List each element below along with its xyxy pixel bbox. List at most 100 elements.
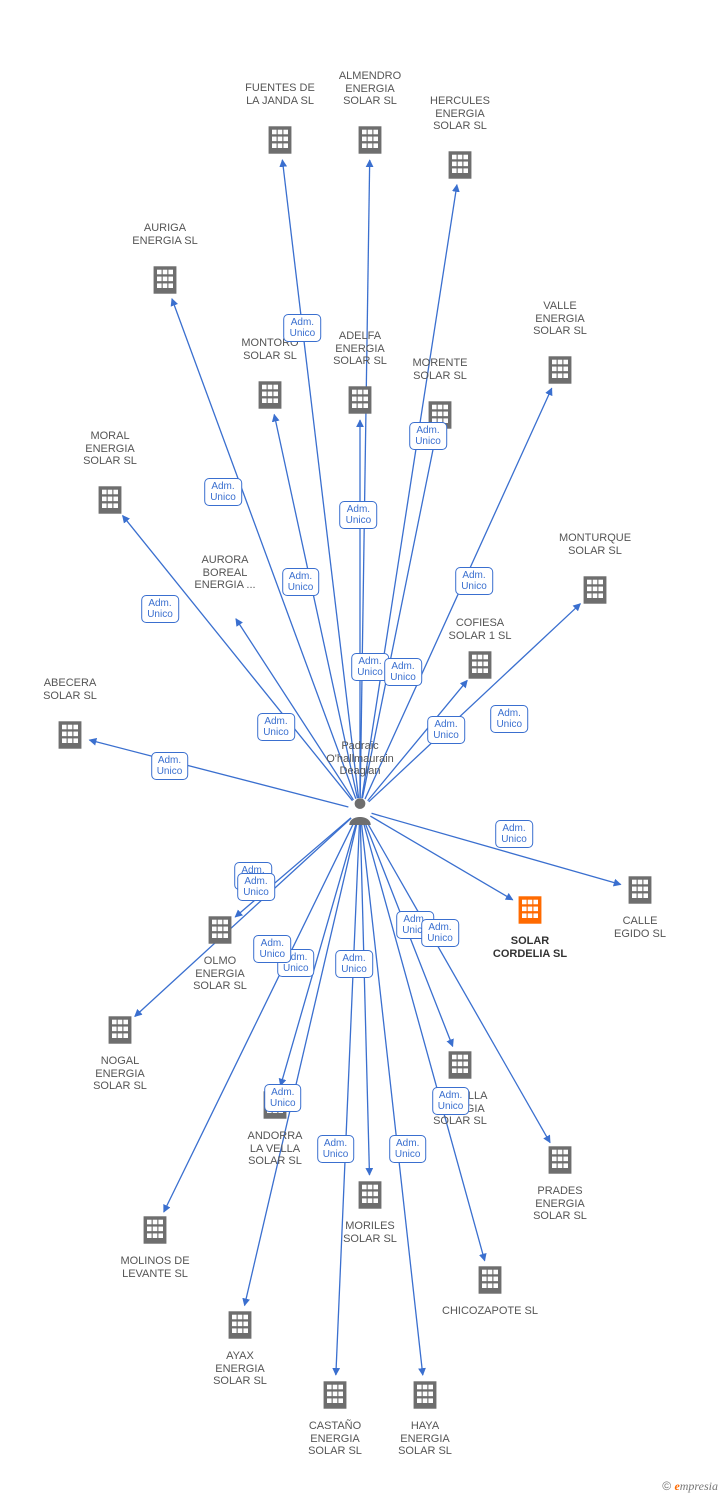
edge	[245, 822, 358, 1306]
company-icon[interactable]	[626, 874, 654, 906]
company-label: AURIGA ENERGIA SL	[132, 222, 197, 247]
edge-label: Adm. Unico	[490, 705, 528, 733]
company-label: OLMO ENERGIA SOLAR SL	[193, 955, 247, 993]
edge	[365, 388, 552, 799]
company-label: ABECERA SOLAR SL	[43, 677, 97, 702]
edge-label: Adm. Unico	[257, 713, 295, 741]
network-diagram: Padraic O'hallmaurain Deaglan FUENTES DE…	[0, 0, 728, 1500]
edge	[362, 185, 457, 798]
company-icon[interactable]	[476, 1264, 504, 1296]
edge	[361, 822, 422, 1375]
company-label: MORILES SOLAR SL	[343, 1220, 397, 1245]
company-icon[interactable]	[356, 1179, 384, 1211]
edge	[164, 821, 355, 1212]
edge	[281, 822, 357, 1086]
company-label: FUENTES DE LA JANDA SL	[245, 82, 315, 107]
edge-label: Adm. Unico	[384, 658, 422, 686]
edge-label: Adm. Unico	[421, 919, 459, 947]
company-icon[interactable]	[426, 399, 454, 431]
company-icon[interactable]	[96, 484, 124, 516]
edge	[368, 680, 468, 800]
company-icon[interactable]	[56, 719, 84, 751]
company-icon[interactable]	[446, 1049, 474, 1081]
edge-label: Adm. Unico	[151, 752, 189, 780]
edge	[89, 740, 348, 807]
copyright: © empresia	[662, 1479, 718, 1494]
company-label: CHICOZAPOTE SL	[442, 1305, 538, 1318]
company-label: ANDORRA LA VELLA SOLAR SL	[247, 1130, 302, 1168]
edge	[336, 822, 360, 1375]
company-label: MOLINOS DE LEVANTE SL	[120, 1255, 189, 1280]
edge-label: Adm. Unico	[351, 653, 389, 681]
company-label: HAYA ENERGIA SOLAR SL	[398, 1420, 452, 1458]
company-label: MORAL ENERGIA SOLAR SL	[83, 430, 137, 468]
edge	[360, 160, 370, 798]
company-icon[interactable]	[226, 1309, 254, 1341]
edge-label: Adm. Unico	[340, 501, 378, 529]
edge-label: Adm. Unico	[335, 950, 373, 978]
company-label: ADELFA ENERGIA SOLAR SL	[333, 330, 387, 368]
company-icon[interactable]	[151, 264, 179, 296]
company-label: VALLE ENERGIA SOLAR SL	[533, 300, 587, 338]
edge	[362, 435, 436, 799]
company-label: CASTAÑO ENERGIA SOLAR SL	[308, 1420, 362, 1458]
edge-label: Adm. Unico	[284, 314, 322, 342]
edge	[364, 821, 452, 1046]
company-icon[interactable]	[106, 1014, 134, 1046]
edge	[123, 516, 353, 801]
company-icon[interactable]	[256, 379, 284, 411]
edge-label: Adm. Unico	[455, 567, 493, 595]
company-label: CALLE EGIDO SL	[614, 915, 666, 940]
company-icon[interactable]	[581, 574, 609, 606]
company-label: COFIESA SOLAR 1 SL	[449, 617, 512, 642]
center-person-label: Padraic O'hallmaurain Deaglan	[326, 740, 394, 778]
edge	[172, 299, 356, 799]
company-icon[interactable]	[356, 124, 384, 156]
company-icon[interactable]	[346, 384, 374, 416]
company-label: ALMENDRO ENERGIA SOLAR SL	[339, 70, 401, 108]
edge	[366, 820, 550, 1142]
company-label: MONTILLA ENERGIA SOLAR SL	[432, 1090, 487, 1128]
edge	[235, 818, 351, 917]
edge	[274, 415, 357, 799]
company-label: MORENTE SOLAR SL	[413, 357, 468, 382]
edge-label: Adm. Unico	[141, 595, 179, 623]
copyright-symbol: ©	[662, 1479, 671, 1493]
center-person-icon[interactable]	[347, 795, 373, 825]
edge	[282, 160, 358, 798]
edge	[369, 604, 581, 802]
edge	[236, 619, 354, 800]
company-icon[interactable]	[206, 914, 234, 946]
company-icon[interactable]	[516, 894, 544, 926]
edge-label: Adm. Unico	[234, 862, 272, 890]
edge	[372, 813, 621, 884]
company-label: HERCULES ENERGIA SOLAR SL	[430, 95, 490, 133]
company-label: MONTORO SOLAR SL	[241, 337, 298, 362]
company-icon[interactable]	[261, 1089, 289, 1121]
company-icon[interactable]	[321, 1379, 349, 1411]
company-icon[interactable]	[466, 649, 494, 681]
edge-label: Adm. Unico	[389, 1135, 427, 1163]
company-icon[interactable]	[141, 1214, 169, 1246]
company-icon[interactable]	[546, 354, 574, 386]
edge-label: Adm. Unico	[277, 949, 315, 977]
edge-label: Adm. Unico	[204, 478, 242, 506]
company-label: SOLAR CORDELIA SL	[493, 935, 567, 960]
edge-label: Adm. Unico	[432, 1087, 470, 1115]
company-label: MONTURQUE SOLAR SL	[559, 532, 631, 557]
edge-label: Adm. Unico	[282, 568, 320, 596]
company-label: PRADES ENERGIA SOLAR SL	[533, 1185, 587, 1223]
edge-label: Adm. Unico	[427, 716, 465, 744]
company-icon[interactable]	[411, 1379, 439, 1411]
company-label: AYAX ENERGIA SOLAR SL	[213, 1350, 267, 1388]
edge-label: Adm. Unico	[396, 911, 434, 939]
company-icon[interactable]	[446, 149, 474, 181]
edge-label: Adm. Unico	[317, 1135, 355, 1163]
edge-label: Adm. Unico	[495, 820, 533, 848]
edge	[360, 822, 369, 1175]
edge-label: Adm. Unico	[237, 873, 275, 901]
edge	[135, 818, 351, 1016]
company-icon[interactable]	[266, 124, 294, 156]
company-icon[interactable]	[546, 1144, 574, 1176]
brand: empresia	[674, 1479, 718, 1493]
